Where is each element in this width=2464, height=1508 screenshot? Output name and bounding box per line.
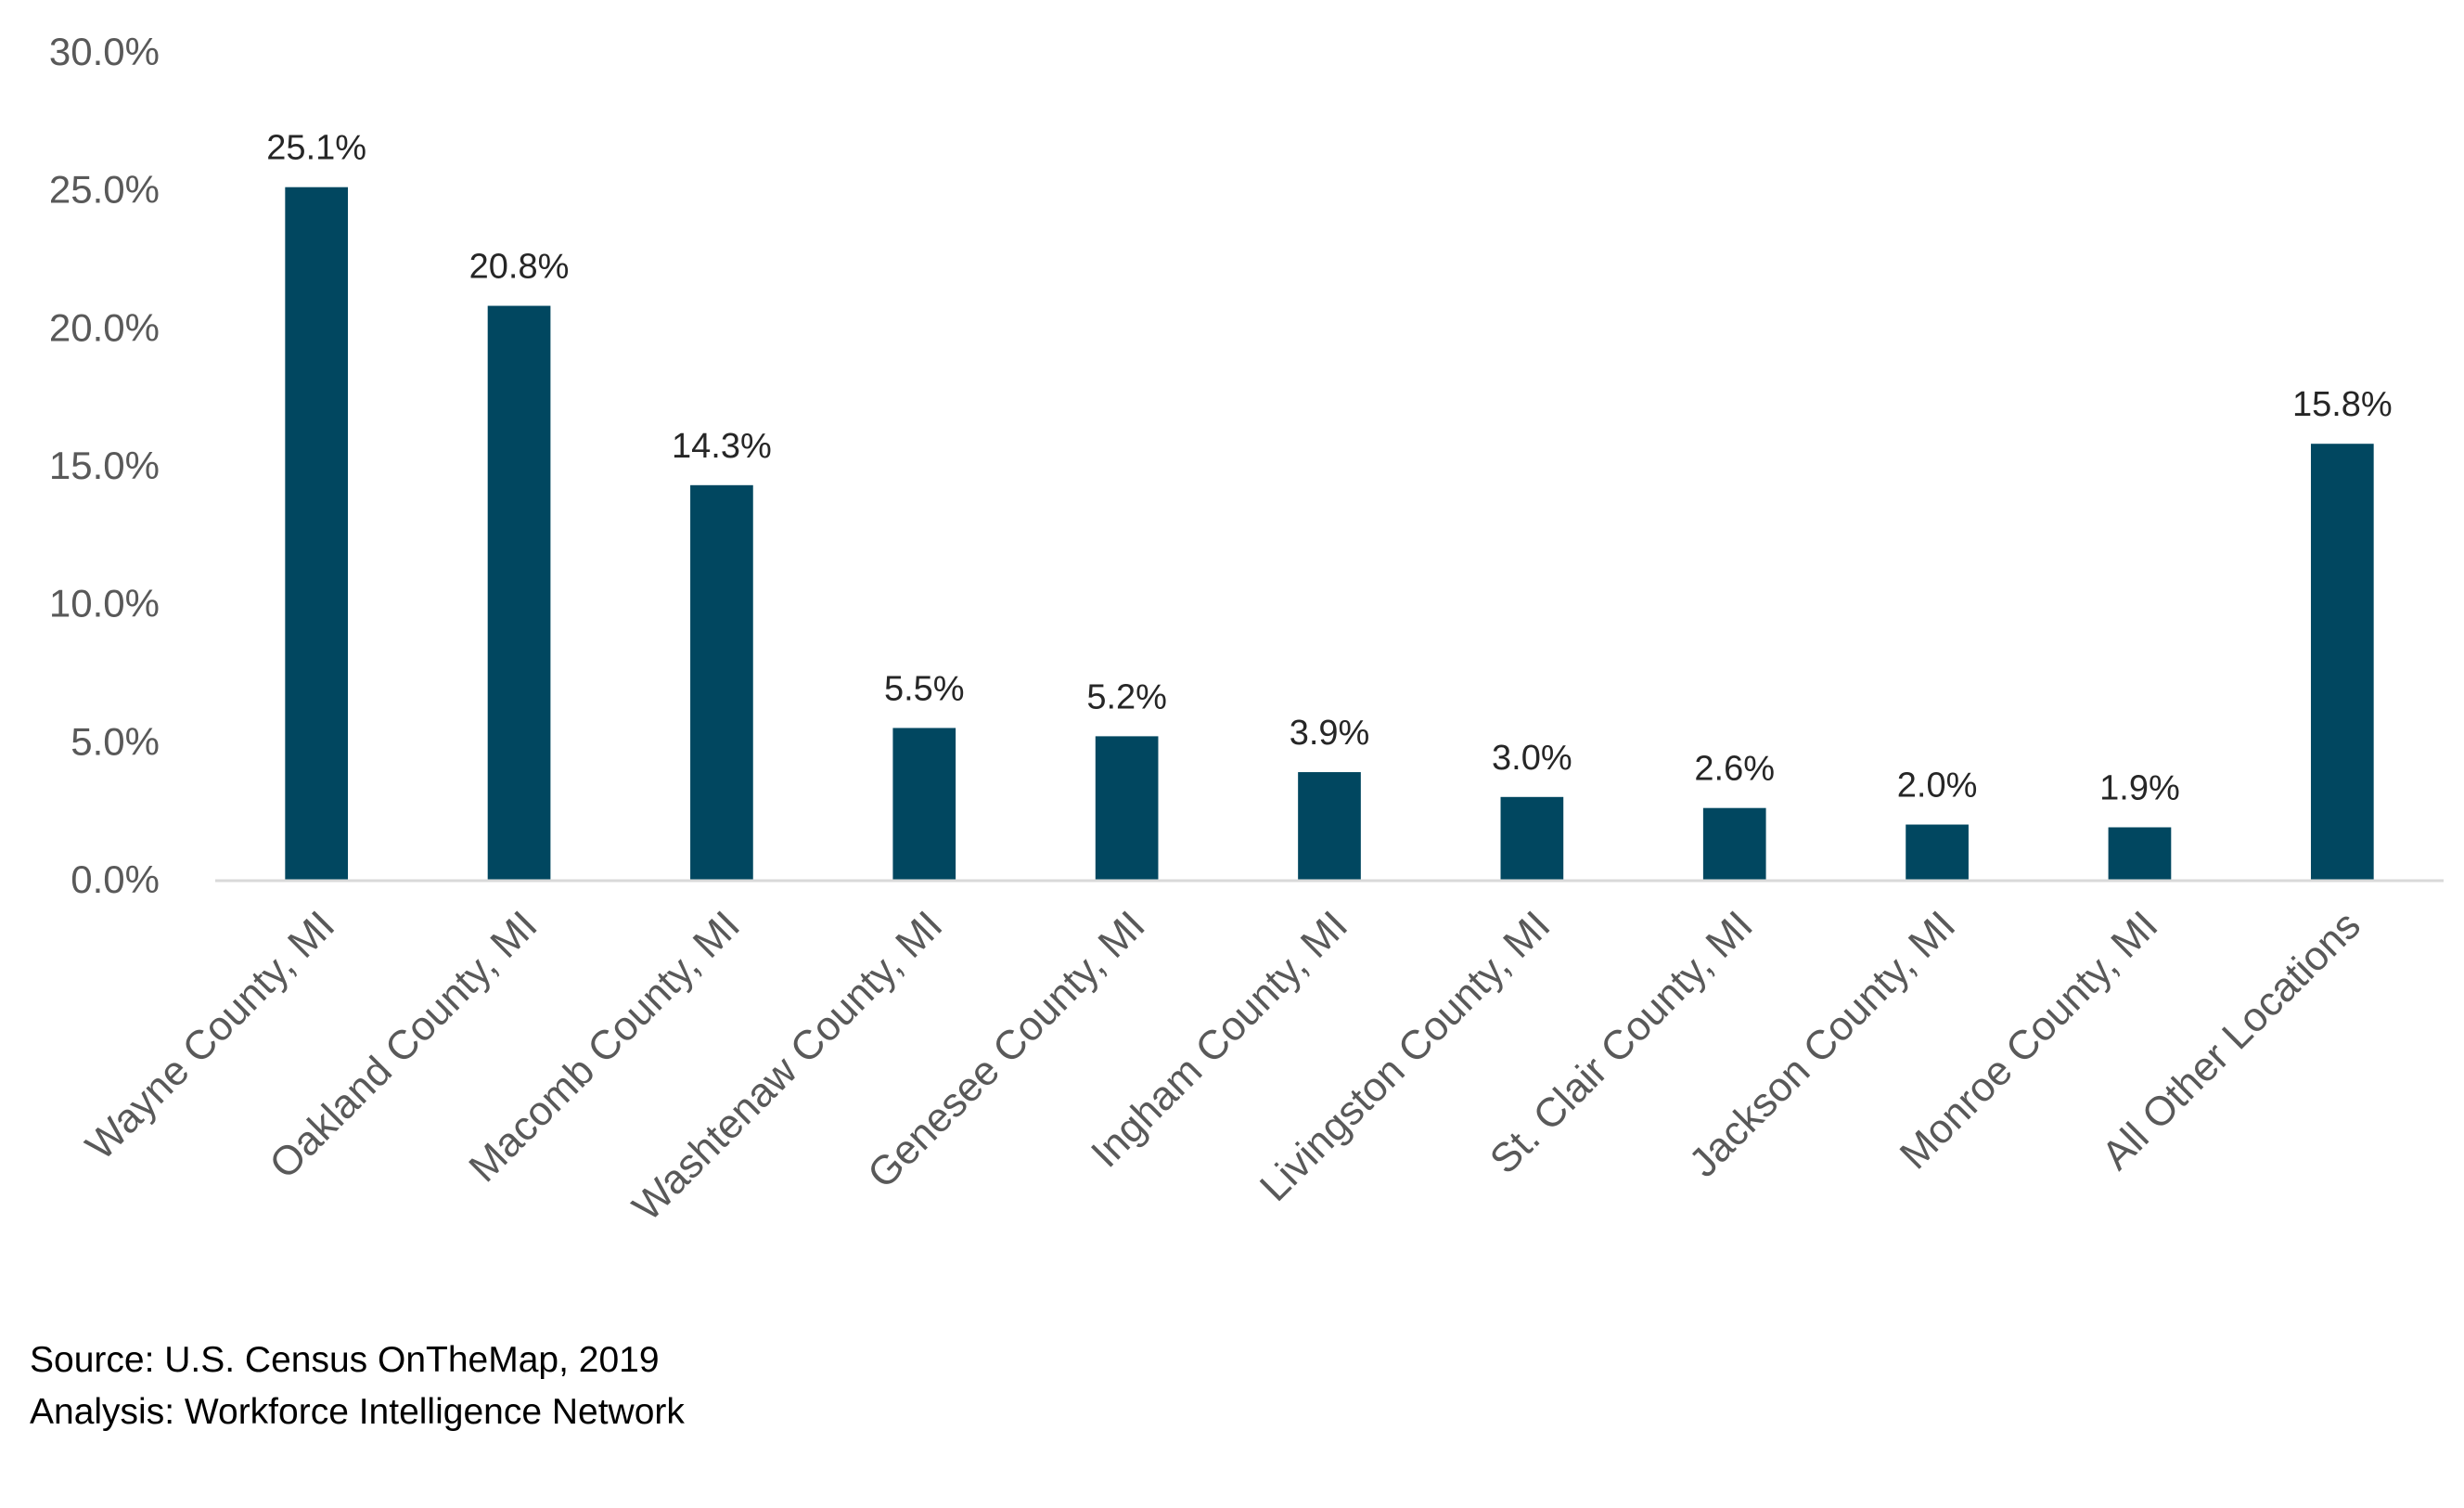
- bar: [2310, 444, 2374, 880]
- data-label: 3.9%: [1290, 714, 1370, 753]
- y-tick-label: 5.0%: [71, 719, 160, 763]
- y-tick-label: 15.0%: [49, 444, 160, 487]
- bar: [1702, 807, 1766, 880]
- y-tick-label: 0.0%: [71, 857, 160, 901]
- data-label: 25.1%: [266, 129, 366, 168]
- data-label: 2.0%: [1897, 767, 1978, 806]
- source-note: Source: U.S. Census OnTheMap, 2019: [30, 1340, 660, 1380]
- bar: [1095, 736, 1159, 880]
- y-tick-label: 30.0%: [49, 30, 160, 73]
- data-label: 1.9%: [2099, 769, 2180, 808]
- bar: [892, 728, 956, 880]
- y-tick-label: 25.0%: [49, 168, 160, 212]
- bar: [487, 305, 551, 881]
- data-label: 2.6%: [1694, 750, 1775, 789]
- data-label: 3.0%: [1492, 739, 1572, 778]
- data-labels: 25.1% 20.8% 14.3% 5.5% 5.2% 3.9% 3.0% 2.6% 2.0% 1…: [266, 129, 2392, 808]
- bar: [1298, 772, 1361, 880]
- data-label: 14.3%: [672, 427, 772, 466]
- bar: [690, 484, 753, 880]
- bar: [1906, 824, 1969, 880]
- y-tick-label: 10.0%: [49, 582, 160, 625]
- data-label: 5.5%: [884, 669, 965, 708]
- analysis-note: Analysis: Workforce Intelligence Network: [30, 1392, 685, 1432]
- data-label: 15.8%: [2292, 385, 2393, 424]
- y-tick-label: 20.0%: [49, 305, 160, 349]
- bar: [2108, 827, 2172, 880]
- data-label: 5.2%: [1086, 677, 1167, 716]
- bars: [285, 187, 2374, 881]
- bar: [1500, 796, 1564, 880]
- bar: [285, 187, 349, 880]
- y-axis-ticks: 0.0% 5.0% 10.0% 15.0% 20.0% 25.0% 30.0%: [49, 30, 160, 901]
- data-label: 20.8%: [469, 248, 570, 287]
